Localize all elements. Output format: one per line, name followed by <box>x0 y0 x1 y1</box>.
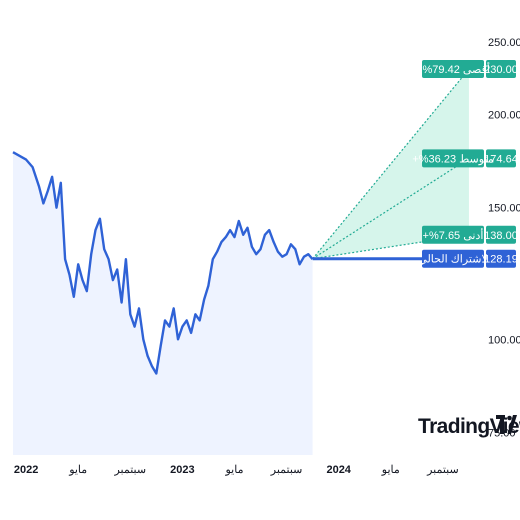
high-price-label-box <box>486 60 516 79</box>
average-forecast-tag-box <box>422 149 484 168</box>
average-forecast-tag: متوسط 36.23%+ <box>412 153 493 165</box>
x-tick-label: مايو <box>68 464 87 476</box>
high-price-label: 230.00 <box>484 64 518 76</box>
y-tick-label: 150.00 <box>488 203 520 215</box>
tradingview-logo-icon <box>496 415 517 434</box>
y-tick-label: 200.00 <box>488 109 520 121</box>
low-price-label: 138.00 <box>484 230 518 242</box>
forecast-high-line <box>312 68 470 260</box>
current-price-label: 128.19 <box>484 254 518 266</box>
forecast-average-line <box>312 157 470 260</box>
brand-watermark: TradingView <box>418 415 520 438</box>
y-tick-label: 100.00 <box>488 334 520 346</box>
low-forecast-tag: أدنى 7.65%+ <box>423 228 484 242</box>
x-tick-label: 2024 <box>326 464 351 476</box>
x-tick-label: سبتمبر <box>426 464 459 476</box>
x-tick-label: 2023 <box>170 464 194 476</box>
average-price-label-box <box>486 149 516 168</box>
x-tick-label: سبتمبر <box>113 464 146 476</box>
x-axis: 2022 مايو سبتمبر 2023 مايو سبتمبر 2024 مايو سبتم… <box>14 464 459 476</box>
series-layer <box>12 151 314 455</box>
brand-name: TradingView <box>418 415 520 438</box>
x-tick-label: مايو <box>225 464 244 476</box>
current-price-tag: لاشتراك الحالي <box>418 254 487 266</box>
low-price-label-box <box>486 225 516 244</box>
average-price-label: 174.64 <box>484 153 518 165</box>
x-tick-label: مايو <box>381 464 400 476</box>
low-forecast-tag-box <box>422 225 484 244</box>
y-tick-label: 250.00 <box>488 37 520 49</box>
current-price-tag-box <box>422 249 484 268</box>
high-forecast-tag: أقصى 79.42%+ <box>416 62 490 76</box>
x-tick-label: 2022 <box>14 464 38 476</box>
current-price-label-box <box>486 249 516 268</box>
x-tick-label: سبتمبر <box>270 464 303 476</box>
high-forecast-tag-box <box>422 60 484 79</box>
price-line <box>12 151 314 375</box>
